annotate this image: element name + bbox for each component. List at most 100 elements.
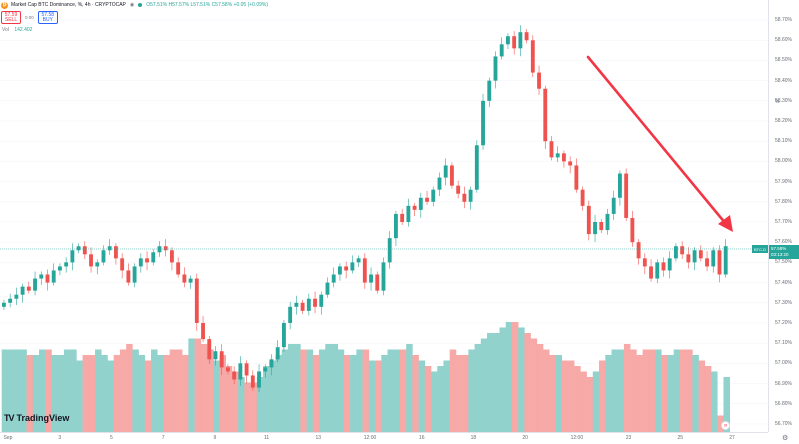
volume-bar: [231, 371, 239, 432]
volume-bar: [530, 338, 538, 432]
candle-body: [226, 367, 230, 372]
candle-body: [26, 286, 31, 291]
price-chart[interactable]: [0, 0, 768, 432]
price-tick-label: 58.30%: [775, 97, 792, 104]
volume-bar: [169, 349, 177, 432]
price-tick-label: 57.90%: [775, 178, 792, 185]
candle-body: [499, 44, 504, 57]
candle-body: [549, 141, 554, 158]
candle-body: [275, 347, 280, 360]
candle-body: [686, 254, 691, 263]
volume-bar: [418, 360, 426, 432]
candle-body: [14, 294, 19, 299]
volume-bar: [107, 360, 114, 432]
symbol-title[interactable]: Market Cap BTC Dominance, %: [11, 2, 83, 8]
time-tick-label: 7: [161, 435, 165, 441]
candle-body: [269, 359, 274, 368]
volume-bar: [26, 355, 34, 432]
candle-body: [524, 32, 529, 41]
volume-bar: [70, 349, 77, 432]
time-tick-label: 12:00: [363, 435, 377, 441]
volume-bar: [343, 355, 351, 432]
price-tick-label: 57.10%: [775, 340, 792, 347]
price-tick-label: 58.40%: [775, 77, 792, 84]
volume-bar: [132, 349, 139, 432]
volume-bar: [611, 349, 618, 432]
price-tick-label: 58.50%: [775, 57, 792, 64]
volume-bar: [175, 349, 183, 432]
candle-body: [425, 197, 429, 202]
candle-body: [163, 246, 168, 251]
price-tick-label: 56.90%: [775, 380, 792, 387]
scroll-to-realtime-icon[interactable]: »: [721, 421, 730, 430]
candle-body: [456, 185, 461, 194]
candle-body: [294, 302, 299, 307]
candle-body: [630, 217, 635, 243]
candle-body: [394, 213, 398, 239]
candle-body: [680, 246, 685, 255]
exchange-label: CRYPTOCAP: [94, 2, 126, 8]
candle-body: [207, 339, 212, 360]
candle-body: [481, 100, 485, 146]
volume-bar: [387, 349, 394, 432]
volume-bar: [275, 355, 282, 432]
volume-legend: Vol 142.402: [2, 27, 32, 33]
volume-bar: [617, 349, 625, 432]
volume-bar: [636, 355, 643, 432]
volume-bar: [599, 360, 606, 432]
volume-bar: [238, 377, 245, 432]
volume-bar: [642, 349, 650, 432]
volume-bar: [356, 349, 363, 432]
volume-bar: [88, 355, 96, 432]
price-tick-label: 57.50%: [775, 259, 792, 266]
candle-body: [412, 205, 417, 210]
volume-bar: [443, 360, 450, 432]
candle-body: [219, 351, 224, 368]
price-tick-label: 56.80%: [775, 400, 792, 407]
volume-bar: [368, 360, 376, 432]
buy-button[interactable]: 57.58 BUY: [37, 11, 58, 24]
volume-bar: [225, 366, 233, 432]
volume-bar: [480, 338, 488, 432]
candle-body: [95, 262, 100, 267]
candle-body: [170, 250, 174, 263]
gear-icon[interactable]: ⚙: [782, 435, 789, 442]
volume-bar: [312, 355, 320, 432]
candle-body: [120, 258, 125, 271]
volume-bar: [717, 415, 724, 432]
interval-label[interactable]: 4h: [84, 2, 91, 8]
candle-body: [51, 270, 56, 283]
candle-body: [64, 262, 69, 267]
candle-body: [126, 270, 131, 283]
market-status-icon: [138, 3, 143, 7]
candle-body: [300, 302, 305, 311]
volume-bar: [549, 355, 556, 432]
volume-bar: [281, 349, 289, 432]
candle-body: [331, 274, 336, 283]
volume-bar: [543, 349, 550, 432]
volume-bar: [655, 349, 662, 432]
candle-body: [580, 189, 585, 206]
candle-body: [306, 298, 311, 311]
time-axis[interactable]: Sep 3 5 7 9 11 13 12:00 16 18 20 12:00 23 25 27: [0, 432, 768, 444]
volume-bar: [412, 355, 419, 432]
candle-body: [250, 375, 255, 388]
candle-body: [257, 371, 261, 388]
trend-arrow[interactable]: [586, 55, 733, 232]
candle-body: [618, 173, 622, 198]
eye-icon[interactable]: ◉: [129, 2, 135, 8]
candle-body: [101, 250, 106, 263]
volume-bar: [163, 355, 170, 432]
sell-button[interactable]: 57.59 SELL: [1, 11, 21, 24]
price-tick-label: 56.70%: [775, 420, 792, 427]
tradingview-logo[interactable]: TV TradingView: [4, 413, 69, 423]
volume-label[interactable]: Vol: [2, 27, 9, 33]
volume-bar: [437, 366, 444, 432]
price-axis[interactable]: % 58.70% 58.60% 58.50% 58.40% 58.30% 58.20% 58…: [768, 0, 799, 432]
candle-body: [288, 306, 293, 323]
trade-panel: 57.59 SELL 0.00 57.58 BUY: [1, 11, 58, 24]
volume-bar: [331, 344, 338, 432]
candle-body: [462, 193, 467, 202]
price-tick-label: 57.70%: [775, 219, 792, 225]
buy-label: BUY: [42, 16, 53, 23]
